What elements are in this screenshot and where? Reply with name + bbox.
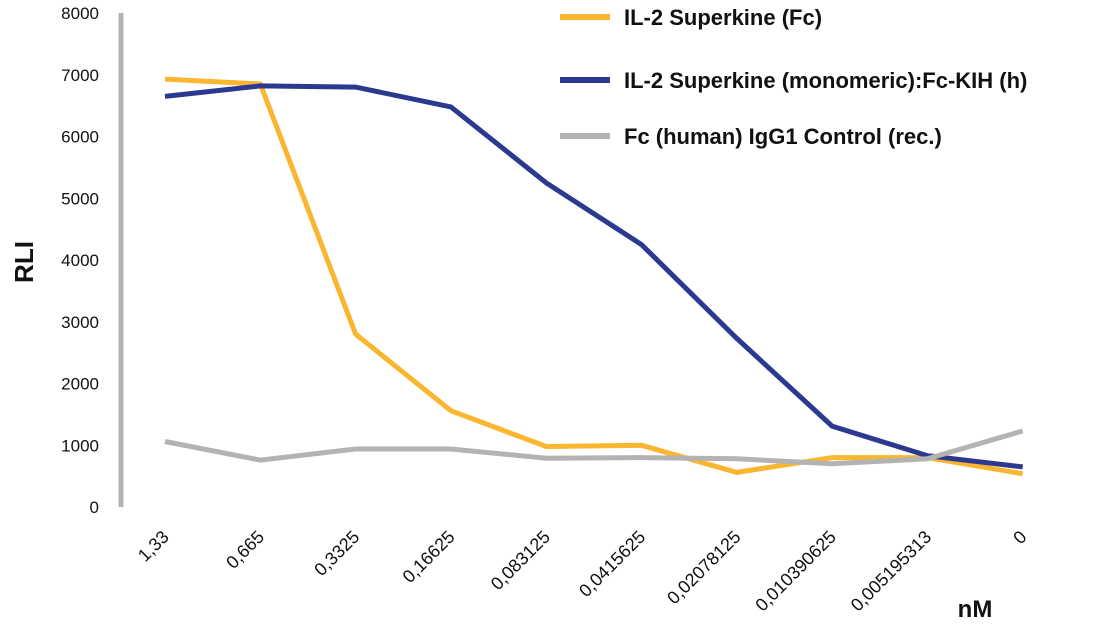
y-tick-label: 7000 — [61, 66, 99, 85]
x-tick-label: 0,005195313 — [847, 527, 935, 615]
x-axis-label: nM — [958, 596, 993, 623]
legend: IL-2 Superkine (Fc) IL-2 Superkine (monom… — [560, 5, 1027, 149]
y-tick-label: 8000 — [61, 4, 99, 23]
legend-label: IL-2 Superkine (Fc) — [624, 5, 822, 30]
x-tick-label: 0,0415625 — [575, 527, 649, 601]
series-line-1 — [164, 76, 1024, 477]
x-tick-label: 0,010390625 — [751, 527, 839, 615]
legend-label: IL-2 Superkine (monomeric):Fc-KIH (h) — [624, 68, 1027, 93]
y-tick-label: 5000 — [61, 189, 99, 208]
x-tick-label: 0,665 — [222, 527, 268, 573]
y-tick-label: 6000 — [61, 128, 99, 147]
x-tick-label: 0,083125 — [487, 527, 554, 594]
y-tick-label: 0 — [90, 498, 99, 517]
series-lines — [164, 76, 1024, 477]
x-tick-label: 0,16625 — [399, 527, 459, 587]
x-tick-label: 1,33 — [134, 527, 173, 566]
series-line-3 — [164, 428, 1024, 467]
y-tick-label: 1000 — [61, 436, 99, 455]
y-axis-label: RLI — [9, 241, 39, 283]
x-tick-label: 0,3325 — [310, 527, 363, 580]
x-tick-label: 0 — [1009, 527, 1030, 548]
x-axis: 1,33 0,665 0,3325 0,16625 0,083125 0,0415625 0… — [134, 527, 1031, 615]
y-tick-label: 3000 — [61, 313, 99, 332]
series-line-2 — [164, 83, 1023, 470]
y-tick-label: 2000 — [61, 375, 99, 394]
plot-area: 0 1000 2000 3000 4000 5000 6000 7000 8000 1,33 0,… — [61, 4, 1030, 615]
y-axis: 0 1000 2000 3000 4000 5000 6000 7000 8000 — [61, 4, 124, 517]
x-tick-label: 0,02078125 — [663, 527, 744, 608]
y-tick-label: 4000 — [61, 251, 99, 270]
legend-label: Fc (human) IgG1 Control (rec.) — [624, 124, 942, 149]
